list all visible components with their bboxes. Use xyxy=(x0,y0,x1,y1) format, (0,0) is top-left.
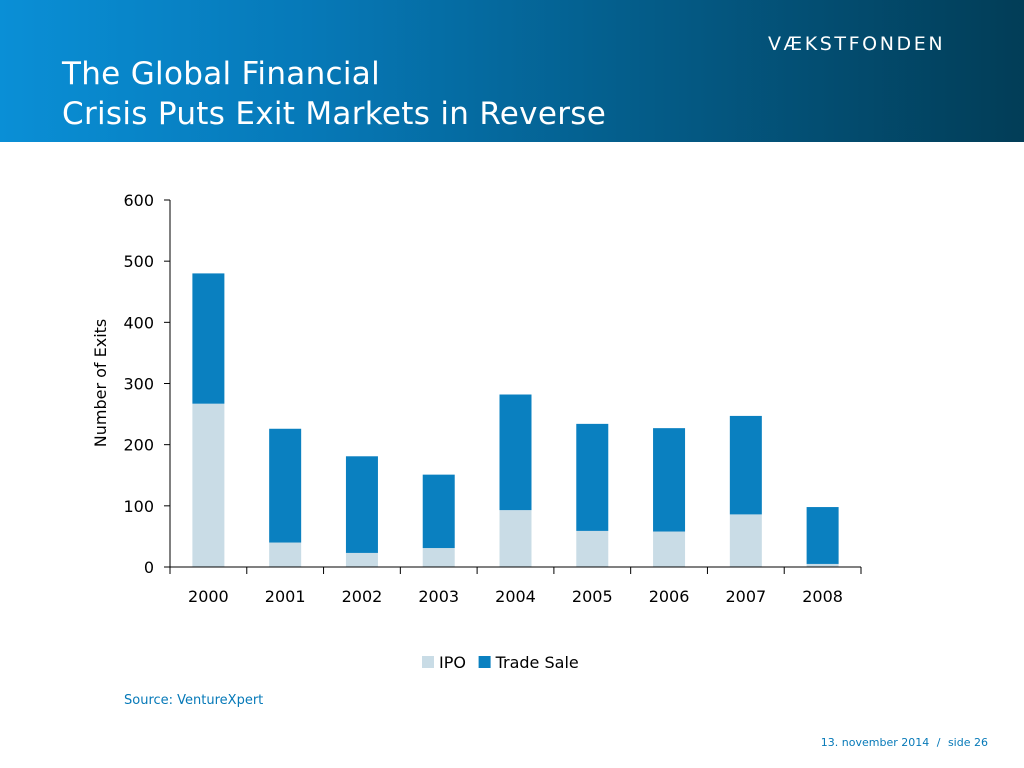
legend-label-ipo: IPO xyxy=(439,653,466,672)
footer-date: 13. november 2014 xyxy=(820,736,930,749)
x-tick-label-2007: 2007 xyxy=(725,587,766,606)
page-title: The Global Financial Crisis Puts Exit Ma… xyxy=(62,54,606,134)
legend-label-trade-sale: Trade Sale xyxy=(495,653,579,672)
bar-trade-sale-2003 xyxy=(422,474,455,549)
bar-ipo-2003 xyxy=(422,548,455,567)
bar-ipo-2004 xyxy=(499,510,532,567)
bars-group xyxy=(192,273,839,567)
y-tick-label-600: 600 xyxy=(123,191,154,210)
footer-separator: / xyxy=(936,736,941,749)
title-line-2: Crisis Puts Exit Markets in Reverse xyxy=(62,96,607,132)
vaekstfonden-logo: VÆKSTFONDEN xyxy=(768,33,946,55)
y-tick-label-200: 200 xyxy=(123,436,154,455)
bar-trade-sale-2002 xyxy=(345,456,378,553)
x-axis: 2000 2001 2002 2003 2004 2005 2006 2007 2008 xyxy=(169,566,862,606)
y-axis-label: Number of Exits xyxy=(91,319,110,448)
header-banner: The Global Financial Crisis Puts Exit Ma… xyxy=(0,0,1024,142)
y-tick-label-400: 400 xyxy=(123,313,154,332)
y-tick-label-500: 500 xyxy=(123,252,154,271)
bar-ipo-2008 xyxy=(806,563,839,567)
bar-trade-sale-2007 xyxy=(729,415,762,515)
footer-page-label: side xyxy=(947,736,971,749)
x-tick-label-2003: 2003 xyxy=(418,587,459,606)
footer-page-number: 26 xyxy=(974,736,988,749)
x-tick-label-2005: 2005 xyxy=(572,587,613,606)
x-tick-label-2000: 2000 xyxy=(188,587,229,606)
bar-ipo-2006 xyxy=(653,531,686,567)
x-tick-label-2002: 2002 xyxy=(342,587,383,606)
bar-trade-sale-2000 xyxy=(192,273,225,404)
legend-swatch-trade-sale xyxy=(478,656,491,668)
bar-trade-sale-2005 xyxy=(576,423,609,531)
x-tick-label-2004: 2004 xyxy=(495,587,536,606)
source-note: Source: VentureXpert xyxy=(124,693,264,708)
y-tick-label-300: 300 xyxy=(123,375,154,394)
legend-swatch-ipo xyxy=(422,656,434,668)
bar-ipo-2001 xyxy=(269,542,302,567)
x-tick-label-2001: 2001 xyxy=(265,587,306,606)
bar-trade-sale-2008 xyxy=(806,507,839,564)
footer: 13. november 2014 / side 26 xyxy=(821,736,988,749)
y-tick-label-0: 0 xyxy=(144,558,154,577)
x-tick-label-2008: 2008 xyxy=(802,587,843,606)
bar-ipo-2007 xyxy=(729,514,762,567)
y-tick-label-100: 100 xyxy=(123,497,154,516)
bar-trade-sale-2004 xyxy=(499,394,532,511)
x-tick-label-2006: 2006 xyxy=(649,587,690,606)
bar-trade-sale-2001 xyxy=(269,428,302,543)
bar-ipo-2000 xyxy=(192,403,225,567)
y-axis: 0 100 200 300 400 500 600 xyxy=(123,191,171,577)
bar-ipo-2005 xyxy=(576,530,609,567)
legend: IPO Trade Sale xyxy=(422,653,579,672)
bar-ipo-2002 xyxy=(345,552,378,567)
bar-trade-sale-2006 xyxy=(653,428,686,532)
title-line-1: The Global Financial xyxy=(62,56,380,92)
